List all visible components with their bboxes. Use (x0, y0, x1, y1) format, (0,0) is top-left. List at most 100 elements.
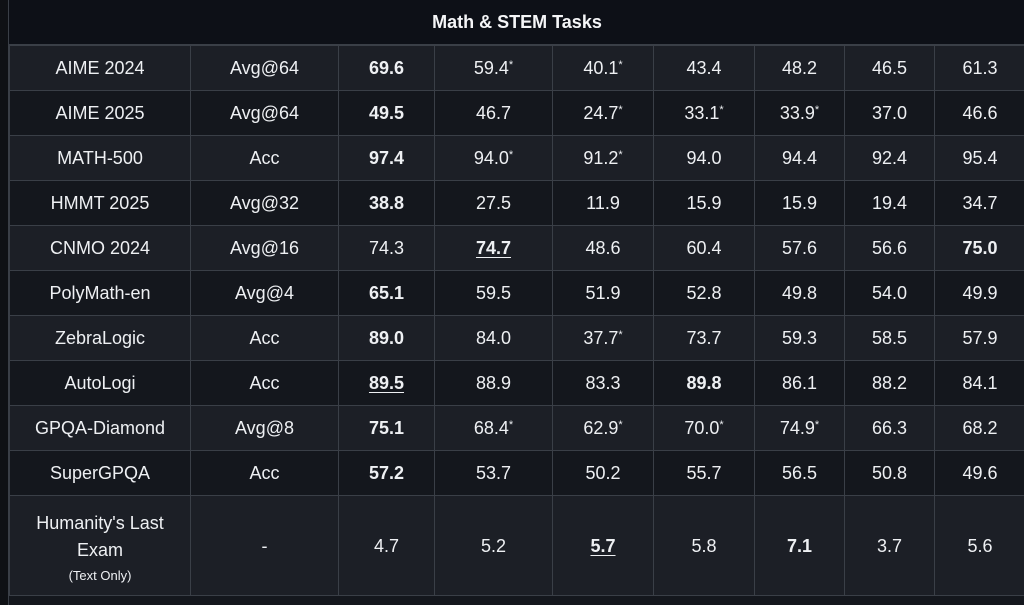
score-cell: 74.3 (338, 225, 435, 271)
score-cell: 15.9 (653, 180, 755, 226)
metric-cell: Avg@64 (190, 45, 339, 91)
score-cell: 40.1* (552, 45, 654, 91)
score-cell: 49.8 (754, 270, 845, 316)
score-cell: 49.9 (934, 270, 1024, 316)
results-table-panel: Math & STEM Tasks AIME 2024 Avg@64 69.6 59.… (8, 0, 1024, 605)
metric-cell: Avg@4 (190, 270, 339, 316)
score-cell: 34.7 (934, 180, 1024, 226)
score-cell: 57.9 (934, 315, 1024, 361)
section-title: Math & STEM Tasks (9, 0, 1024, 45)
score-cell: 53.7 (434, 450, 553, 496)
score-cell: 48.2 (754, 45, 845, 91)
benchmark-name-line: Exam (76, 540, 123, 560)
results-table: AIME 2024 Avg@64 69.6 59.4* 40.1* 43.4 48.2 46.… (9, 45, 1024, 598)
score-cell: 92.4 (844, 135, 935, 181)
score-cell: 33.9* (754, 90, 845, 136)
score-cell: 59.3 (754, 315, 845, 361)
metric-cell: Acc (190, 450, 339, 496)
score-cell: 3.7 (844, 495, 935, 598)
score-cell: 5.6 (934, 495, 1024, 598)
score-cell: 70.0* (653, 405, 755, 451)
benchmark-name: AutoLogi (9, 360, 191, 406)
metric-cell: Avg@8 (190, 405, 339, 451)
asterisk-marker: * (508, 58, 514, 71)
table-row: AIME 2024 Avg@64 69.6 59.4* 40.1* 43.4 48.2 46.… (9, 45, 1024, 91)
score-cell: 37.7* (552, 315, 654, 361)
score-cell: 88.9 (434, 360, 553, 406)
metric-cell: Avg@64 (190, 90, 339, 136)
score-cell: 19.4 (844, 180, 935, 226)
benchmark-name: SuperGPQA (9, 450, 191, 496)
score-cell: 84.0 (434, 315, 553, 361)
benchmark-name: GPQA-Diamond (9, 405, 191, 451)
benchmark-name: HMMT 2025 (9, 180, 191, 226)
asterisk-marker: * (719, 418, 724, 431)
asterisk-marker: * (618, 418, 623, 431)
score-cell: 68.4* (434, 405, 553, 451)
score-cell: 69.6 (338, 45, 435, 91)
score-cell: 52.8 (653, 270, 755, 316)
asterisk-marker: * (618, 328, 623, 341)
score-cell: 59.5 (434, 270, 553, 316)
table-row: ZebraLogic Acc 89.0 84.0 37.7* 73.7 59.3 58.5 57… (9, 315, 1024, 361)
benchmark-name: PolyMath-en (9, 270, 191, 316)
benchmark-name-line: Humanity's Last (36, 513, 164, 533)
score-cell: 46.7 (434, 90, 553, 136)
benchmark-name: Humanity's Last Exam (Text Only) (9, 495, 191, 598)
score-cell: 43.4 (653, 45, 755, 91)
score-cell: 89.5 (338, 360, 435, 406)
score-cell: 5.8 (653, 495, 755, 598)
table-row: SuperGPQA Acc 57.2 53.7 50.2 55.7 56.5 50.8 49.6 (9, 450, 1024, 496)
score-cell: 48.6 (552, 225, 654, 271)
score-cell: 4.7 (338, 495, 435, 598)
score-cell: 60.4 (653, 225, 755, 271)
metric-cell: Avg@16 (190, 225, 339, 271)
score-cell: 74.9* (754, 405, 845, 451)
score-cell: 49.6 (934, 450, 1024, 496)
score-cell: 58.5 (844, 315, 935, 361)
score-cell: 56.6 (844, 225, 935, 271)
score-cell: 5.7 (552, 495, 654, 598)
score-cell: 50.8 (844, 450, 935, 496)
score-cell: 68.2 (934, 405, 1024, 451)
score-cell: 94.4 (754, 135, 845, 181)
asterisk-marker: * (814, 103, 820, 116)
table-row: AutoLogi Acc 89.5 88.9 83.3 89.8 86.1 88.2 84.1 (9, 360, 1024, 406)
table-row: AIME 2025 Avg@64 49.5 46.7 24.7* 33.1* 33.9* 37… (9, 90, 1024, 136)
score-cell: 88.2 (844, 360, 935, 406)
metric-cell: - (190, 495, 339, 598)
benchmark-name: ZebraLogic (9, 315, 191, 361)
score-cell: 75.1 (338, 405, 435, 451)
score-cell: 61.3 (934, 45, 1024, 91)
score-cell: 74.7 (434, 225, 553, 271)
benchmark-note: (Text Only) (68, 568, 132, 583)
metric-cell: Acc (190, 135, 339, 181)
score-cell: 46.5 (844, 45, 935, 91)
score-cell: 89.0 (338, 315, 435, 361)
score-cell: 33.1* (653, 90, 755, 136)
score-cell: 38.8 (338, 180, 435, 226)
table-row: CNMO 2024 Avg@16 74.3 74.7 48.6 60.4 57.6 56.6 7… (9, 225, 1024, 271)
score-cell: 37.0 (844, 90, 935, 136)
score-cell: 65.1 (338, 270, 435, 316)
score-cell: 54.0 (844, 270, 935, 316)
score-cell: 55.7 (653, 450, 755, 496)
score-cell: 73.7 (653, 315, 755, 361)
score-cell: 5.2 (434, 495, 553, 598)
score-cell: 57.2 (338, 450, 435, 496)
table-row: GPQA-Diamond Avg@8 75.1 68.4* 62.9* 70.0* 74.9… (9, 405, 1024, 451)
asterisk-marker: * (618, 58, 623, 71)
score-cell: 86.1 (754, 360, 845, 406)
score-cell: 94.0* (434, 135, 553, 181)
score-cell: 59.4* (434, 45, 553, 91)
score-cell: 27.5 (434, 180, 553, 226)
score-cell: 94.0 (653, 135, 755, 181)
benchmark-name: AIME 2024 (9, 45, 191, 91)
metric-cell: Avg@32 (190, 180, 339, 226)
asterisk-marker: * (508, 418, 514, 431)
table-row: MATH-500 Acc 97.4 94.0* 91.2* 94.0 94.4 92.4 95.… (9, 135, 1024, 181)
benchmark-name: AIME 2025 (9, 90, 191, 136)
score-cell: 91.2* (552, 135, 654, 181)
table-footer-strip (9, 595, 1024, 605)
score-cell: 11.9 (552, 180, 654, 226)
